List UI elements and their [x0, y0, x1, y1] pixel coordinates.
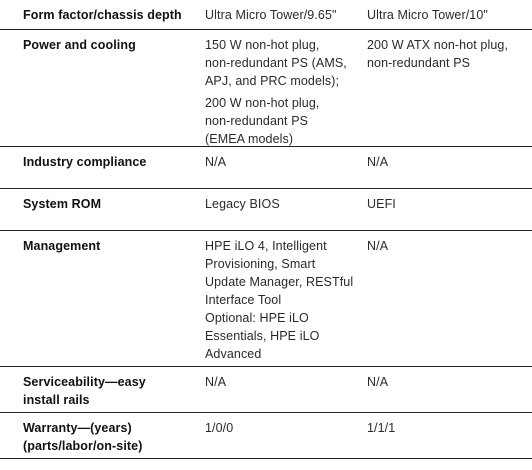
- row-value-line: N/A: [205, 375, 227, 389]
- row-value-line: Advanced: [205, 347, 262, 361]
- row-value-line: APJ, and PRC models);: [205, 74, 340, 88]
- row-label: Management: [23, 237, 188, 255]
- row-label: Serviceability—easy install rails: [23, 373, 188, 409]
- row-label-line: Warranty—(years): [23, 421, 132, 435]
- row-value-col3: UEFI: [367, 195, 529, 213]
- row-value-col3: N/A: [367, 237, 529, 255]
- spec-table: Form factor/chassis depth Ultra Micro To…: [0, 0, 532, 459]
- row-value-line: 200 W ATX non-hot plug,: [367, 38, 509, 52]
- row-value-col2: Legacy BIOS: [205, 195, 355, 213]
- row-value-line: Ultra Micro Tower/9.65": [205, 8, 337, 22]
- row-value-line: Update Manager, RESTful: [205, 275, 354, 289]
- table-row-serviceability: Serviceability—easy install rails N/A N/…: [0, 367, 532, 413]
- row-value-line: non-redundant PS: [205, 114, 309, 128]
- row-value-line: N/A: [367, 155, 389, 169]
- row-value-line: 200 W non-hot plug,: [205, 96, 320, 110]
- table-row-power-cooling: Power and cooling 150 W non-hot plug, no…: [0, 30, 532, 147]
- row-value-line: N/A: [367, 375, 389, 389]
- row-label: Warranty—(years) (parts/labor/on-site): [23, 419, 188, 455]
- row-label-line: install rails: [23, 393, 90, 407]
- table-row-management: Management HPE iLO 4, Intelligent Provis…: [0, 231, 532, 367]
- row-value-col3: Ultra Micro Tower/10": [367, 6, 529, 24]
- table-row-system-rom: System ROM Legacy BIOS UEFI: [0, 189, 532, 231]
- row-value-col2: N/A: [205, 153, 355, 171]
- row-label-line: (parts/labor/on-site): [23, 439, 143, 453]
- row-value-line: 1/1/1: [367, 421, 396, 435]
- row-value-col3: N/A: [367, 153, 529, 171]
- row-value-col2: 1/0/0: [205, 419, 355, 437]
- row-value-line: Provisioning, Smart: [205, 257, 316, 271]
- row-value-col2: HPE iLO 4, Intelligent Provisioning, Sma…: [205, 237, 355, 363]
- table-row-warranty: Warranty—(years) (parts/labor/on-site) 1…: [0, 413, 532, 459]
- row-value-line: HPE iLO 4, Intelligent: [205, 239, 327, 253]
- row-value-line: Legacy BIOS: [205, 197, 280, 211]
- row-value-col3: 1/1/1: [367, 419, 529, 437]
- row-label-line: Industry compliance: [23, 155, 147, 169]
- row-value-col3: N/A: [367, 373, 529, 391]
- row-value-col2: Ultra Micro Tower/9.65": [205, 6, 355, 24]
- row-value-col3: 200 W ATX non-hot plug, non-redundant PS: [367, 36, 529, 72]
- row-label: Industry compliance: [23, 153, 188, 171]
- row-value-line: non-redundant PS: [367, 56, 471, 70]
- row-label: Form factor/chassis depth: [23, 6, 188, 24]
- row-label-line: Management: [23, 239, 101, 253]
- row-label: System ROM: [23, 195, 188, 213]
- row-value-line: Essentials, HPE iLO: [205, 329, 320, 343]
- row-value-col2: N/A: [205, 373, 355, 391]
- row-value-col2: 150 W non-hot plug, non-redundant PS (AM…: [205, 36, 355, 148]
- row-value-line: N/A: [367, 239, 389, 253]
- row-value-line: Optional: HPE iLO: [205, 311, 309, 325]
- row-value-line: non-redundant PS (AMS,: [205, 56, 347, 70]
- row-value-line: 150 W non-hot plug,: [205, 38, 320, 52]
- row-label-line: Serviceability—easy: [23, 375, 146, 389]
- row-value-line: 1/0/0: [205, 421, 234, 435]
- row-label-line: Form factor/chassis depth: [23, 8, 182, 22]
- row-value-line: Ultra Micro Tower/10": [367, 8, 488, 22]
- row-label-line: System ROM: [23, 197, 102, 211]
- row-value-line: N/A: [205, 155, 227, 169]
- row-value-line: (EMEA models): [205, 132, 294, 146]
- table-row-form-factor: Form factor/chassis depth Ultra Micro To…: [0, 0, 532, 30]
- row-value-line: UEFI: [367, 197, 396, 211]
- row-label: Power and cooling: [23, 36, 188, 54]
- row-value-line: Interface Tool: [205, 293, 282, 307]
- table-row-industry-compliance: Industry compliance N/A N/A: [0, 147, 532, 189]
- row-label-line: Power and cooling: [23, 38, 136, 52]
